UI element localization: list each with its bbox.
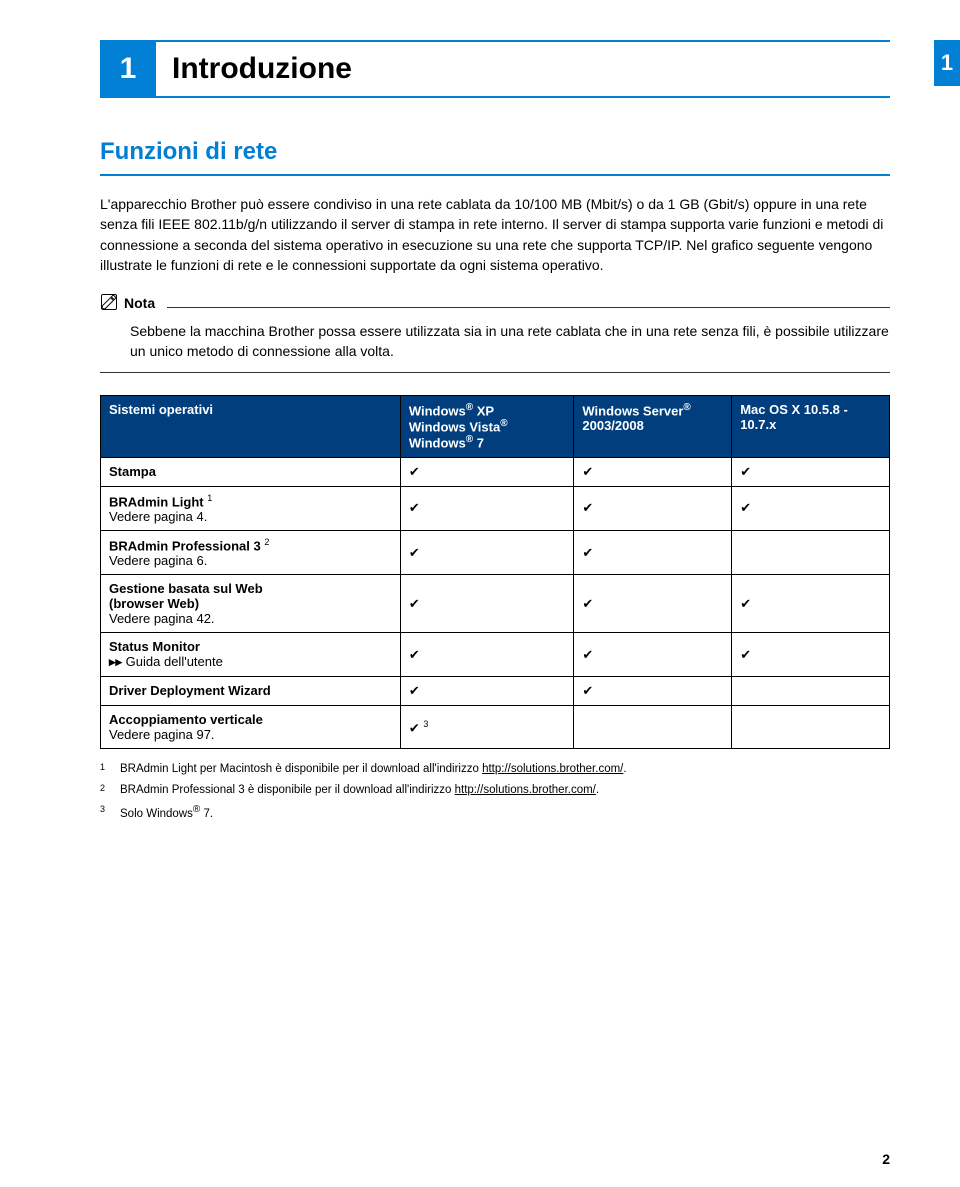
page-number: 2 (882, 1151, 890, 1167)
intro-paragraph: L'apparecchio Brother può essere condivi… (100, 194, 890, 275)
footnote: 1 BRAdmin Light per Macintosh è disponib… (100, 759, 890, 780)
note-pencil-icon (100, 293, 118, 311)
note-block: Nota Sebbene la macchina Brother possa e… (100, 293, 890, 373)
section-title: Funzioni di rete (100, 138, 890, 176)
footnote: 3 Solo Windows® 7. (100, 801, 890, 825)
table-row: Accoppiamento verticaleVedere pagina 97.… (101, 706, 890, 749)
table-row: Status Monitor▸▸ Guida dell'utente ✔ ✔ ✔ (101, 633, 890, 677)
chapter-title: Introduzione (156, 40, 890, 98)
table-row: Driver Deployment Wizard ✔ ✔ (101, 677, 890, 706)
table-header-col2: Windows® XP Windows Vista® Windows® 7 (400, 395, 574, 457)
os-compatibility-table: Sistemi operativi Windows® XP Windows Vi… (100, 395, 890, 750)
footnotes: 1 BRAdmin Light per Macintosh è disponib… (100, 759, 890, 824)
table-row: BRAdmin Professional 3 2Vedere pagina 6.… (101, 531, 890, 575)
table-row: Stampa ✔ ✔ ✔ (101, 457, 890, 486)
table-header-col4: Mac OS X 10.5.8 - 10.7.x (732, 395, 890, 457)
chapter-number: 1 (100, 40, 156, 98)
note-rule-bottom (100, 372, 890, 373)
footnote-link[interactable]: http://solutions.brother.com/ (455, 784, 596, 796)
footnote-link[interactable]: http://solutions.brother.com/ (482, 763, 623, 775)
chapter-header: 1 Introduzione (100, 40, 890, 98)
table-header-col3: Windows Server® 2003/2008 (574, 395, 732, 457)
table-row: BRAdmin Light 1Vedere pagina 4. ✔ ✔ ✔ (101, 486, 890, 530)
footnote: 2 BRAdmin Professional 3 è disponibile p… (100, 780, 890, 801)
table-row: Gestione basata sul Web(browser Web)Vede… (101, 575, 890, 633)
note-body: Sebbene la macchina Brother possa essere… (100, 311, 890, 372)
note-rule-top (167, 300, 890, 308)
side-tab: 1 (934, 40, 960, 86)
note-label: Nota (124, 295, 161, 311)
table-header-col1: Sistemi operativi (101, 395, 401, 457)
